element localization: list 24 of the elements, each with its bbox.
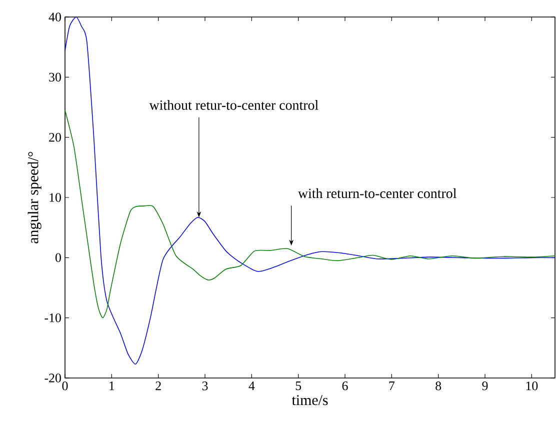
y-tick-label: 10 bbox=[50, 193, 61, 202]
y-tick-label: 20 bbox=[49, 132, 61, 142]
annotation: with return-to-center control bbox=[298, 188, 456, 198]
y-tick-label: -10 bbox=[44, 313, 61, 322]
x-tick-label: 0 bbox=[62, 382, 68, 390]
x-tick-label: 3 bbox=[202, 382, 208, 390]
y-tick-label: 40 bbox=[48, 12, 61, 22]
x-tick-label: 4 bbox=[248, 382, 255, 390]
x-axis-title: time/s bbox=[292, 395, 328, 406]
x-tick-label: 6 bbox=[342, 382, 348, 390]
annotation: without retur-to-center control bbox=[149, 100, 318, 110]
y-tick-label: 0 bbox=[56, 253, 61, 262]
x-tick-label: 5 bbox=[296, 382, 302, 390]
x-tick-label: 8 bbox=[436, 382, 442, 390]
x-tick-label: 7 bbox=[389, 382, 395, 390]
y-axis-title: angular speed/° bbox=[28, 152, 42, 244]
y-tick-label: 30 bbox=[49, 72, 61, 82]
x-tick-label: 10 bbox=[526, 382, 538, 390]
x-tick-label: 1 bbox=[110, 382, 114, 390]
x-tick-label: 9 bbox=[482, 382, 488, 390]
y-tick-label: -20 bbox=[44, 374, 61, 382]
line-series bbox=[64, 110, 556, 318]
line-series bbox=[64, 16, 556, 365]
x-tick-label: 2 bbox=[156, 382, 161, 390]
